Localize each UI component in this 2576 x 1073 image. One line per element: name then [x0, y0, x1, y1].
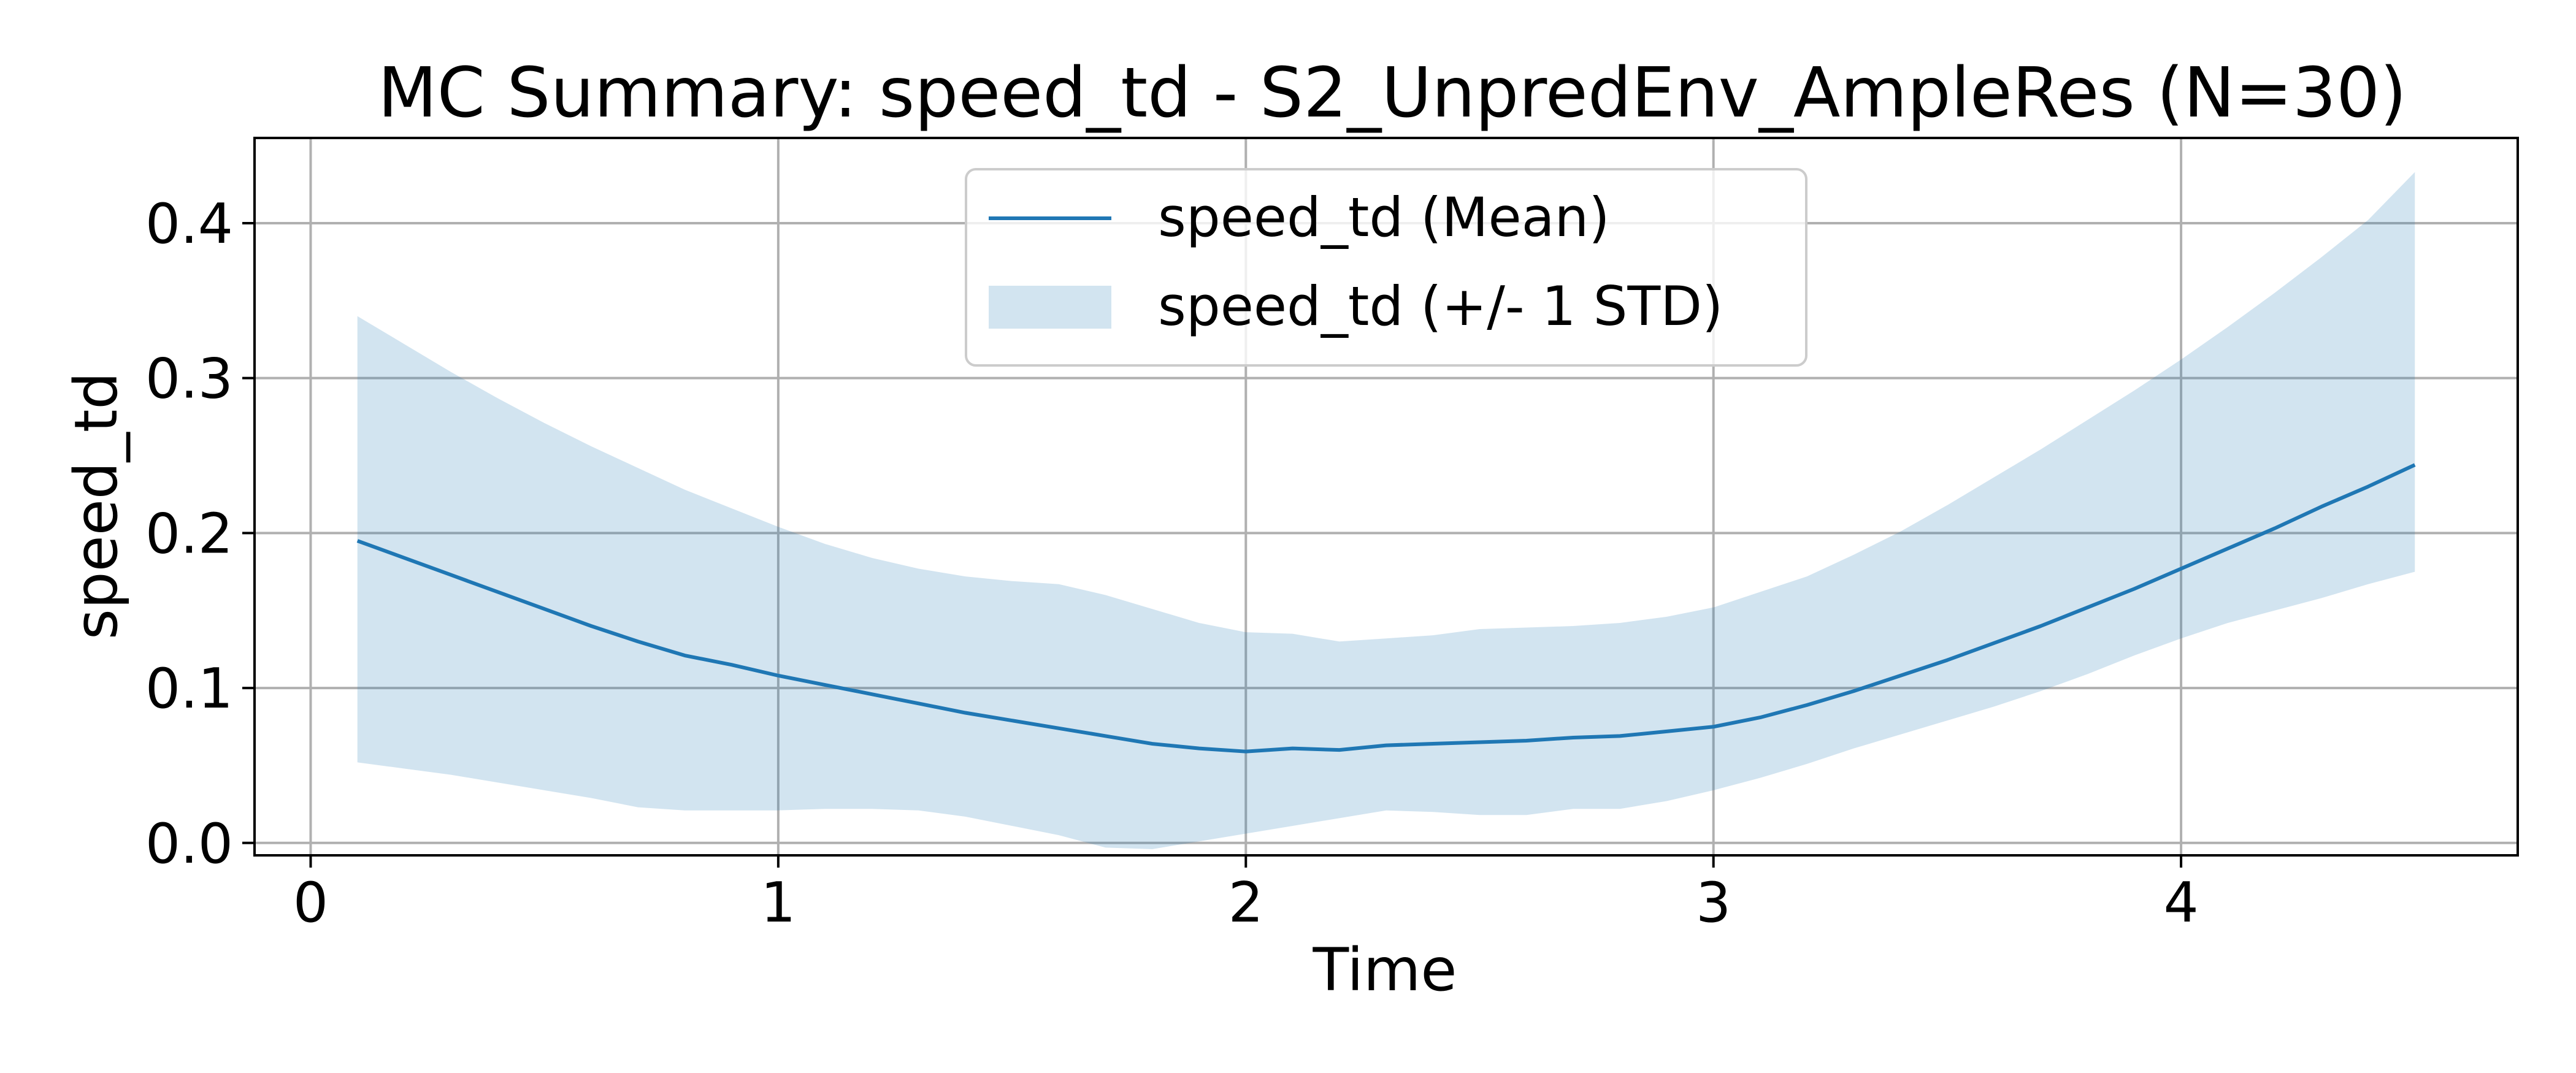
x-tick-label: 4	[2163, 871, 2198, 935]
x-axis-ticks: 0 1 2 3 4	[293, 855, 2199, 935]
plot-frame	[253, 137, 2519, 857]
x-tick-label: 0	[293, 871, 328, 935]
mean-line	[356, 463, 2416, 754]
legend: speed_td (Mean) speed_td (+/- 1 STD)	[965, 168, 1807, 367]
y-tick-label: 0.1	[145, 657, 233, 721]
y-gridlines	[255, 221, 2518, 844]
legend-box	[965, 168, 1807, 367]
y-tick-label: 0.0	[145, 812, 233, 876]
y-tick-label: 0.4	[145, 192, 233, 256]
std-band-area	[357, 172, 2415, 849]
x-axis-label: Time	[1313, 936, 1457, 1004]
y-tick-label: 0.3	[145, 347, 233, 411]
legend-label-std: speed_td (+/- 1 STD)	[1158, 275, 1723, 338]
y-axis-ticks: 0.0 0.1 0.2 0.3 0.4	[145, 192, 255, 876]
chart-title: MC Summary: speed_td - S2_UnpredEnv_Ampl…	[378, 53, 2407, 133]
x-tick-label: 2	[1229, 871, 1263, 935]
x-tick-label: 3	[1696, 871, 1731, 935]
y-axis-label: speed_td	[62, 372, 131, 640]
legend-label-mean: speed_td (Mean)	[1158, 186, 1610, 249]
x-tick-label: 1	[761, 871, 795, 935]
legend-band-swatch	[989, 286, 1111, 329]
y-tick-label: 0.2	[145, 502, 233, 566]
